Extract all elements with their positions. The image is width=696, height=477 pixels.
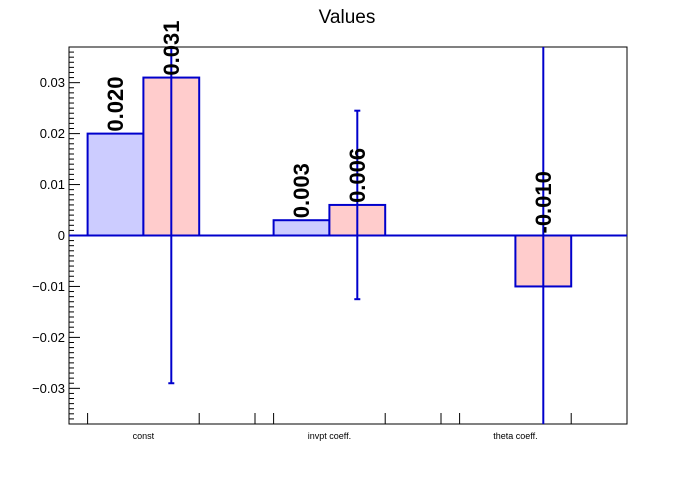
bar-value-label: 0.003 xyxy=(289,163,314,218)
chart-title: Values xyxy=(319,7,376,28)
bar-value-label: 0.006 xyxy=(345,148,370,203)
bar xyxy=(86,132,145,237)
plot-area: −0.03 −0.02 −0.01 0 0.01 0.02 0.03 const invpt c… xyxy=(32,21,628,441)
bar-value-label: 0.020 xyxy=(103,77,128,132)
y-tick-label: 0.03 xyxy=(40,75,65,90)
bar-value-label: 0.031 xyxy=(159,21,184,76)
y-tick-label: −0.03 xyxy=(32,381,65,396)
bar xyxy=(272,219,331,237)
y-tick-label: 0.02 xyxy=(40,126,65,141)
bar-value-label: -0.010 xyxy=(531,171,556,233)
x-category-label: invpt coeff. xyxy=(308,431,351,441)
y-tick-label: 0 xyxy=(58,228,65,243)
x-category-label: theta coeff. xyxy=(493,431,537,441)
y-tick-label: 0.01 xyxy=(40,177,65,192)
y-tick-label: −0.02 xyxy=(32,330,65,345)
x-category-label: const xyxy=(133,431,155,441)
y-tick-label: −0.01 xyxy=(32,279,65,294)
